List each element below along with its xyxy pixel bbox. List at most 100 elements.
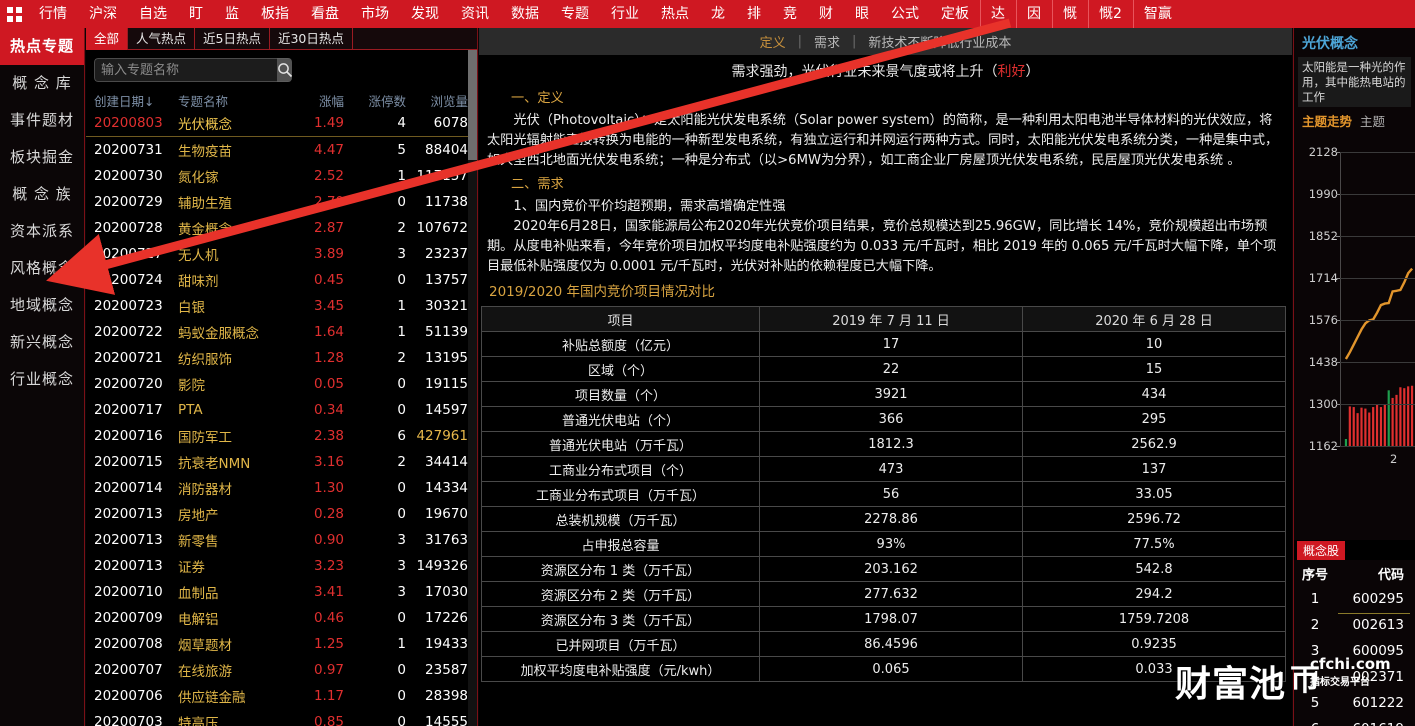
app-grid-icon[interactable] <box>0 0 28 28</box>
cell-limit-up-count: 3 <box>397 532 406 548</box>
sidebar-item-9[interactable]: 行业概念 <box>9 370 74 388</box>
sidebar-item-0[interactable]: 热点专题 <box>0 28 84 65</box>
cell-views: 51139 <box>425 324 468 340</box>
sidebar-item-7[interactable]: 地域概念 <box>9 296 74 314</box>
table-row[interactable]: 20200731 生物疫苗 4.47 5 88404 <box>86 137 477 163</box>
nav-item-25[interactable]: 智赢 <box>1133 0 1183 28</box>
nav-item-3[interactable]: 盯 <box>189 6 203 22</box>
cell-topic-name: 抗衰老NMN <box>178 456 251 472</box>
nav-item-19[interactable]: 公式 <box>891 6 919 22</box>
sidebar-item-3[interactable]: 板块掘金 <box>9 148 74 166</box>
search-icon[interactable] <box>277 58 292 82</box>
topic-tab-3[interactable]: 近30日热点 <box>270 28 353 50</box>
cell-views: 88404 <box>425 142 468 158</box>
table-row[interactable]: 20200714 消防器材 1.30 0 14334 <box>86 475 477 501</box>
table-row[interactable]: 20200706 供应链金融 1.17 0 28398 <box>86 683 477 709</box>
table-row[interactable]: 20200710 血制品 3.41 3 17030 <box>86 579 477 605</box>
table-row[interactable]: 20200722 蚂蚁金服概念 1.64 1 51139 <box>86 319 477 345</box>
stock-row[interactable]: 3 600095 <box>1294 638 1415 664</box>
stock-row[interactable]: 1 600295 <box>1294 586 1415 612</box>
sidebar-item-4[interactable]: 概 念 族 <box>12 185 72 203</box>
sidebar-item-1[interactable]: 概 念 库 <box>12 74 72 92</box>
chart-x-tick-label: 2 <box>1390 452 1398 466</box>
stock-row[interactable]: 4 002371 <box>1294 664 1415 690</box>
nav-item-0[interactable]: 行情 <box>39 6 67 22</box>
col-change[interactable]: 涨幅 <box>318 93 344 109</box>
table-row[interactable]: 20200715 抗衰老NMN 3.16 2 34414 <box>86 449 477 475</box>
topic-tab-2[interactable]: 近5日热点 <box>195 28 270 50</box>
cell-limit-up-count: 0 <box>397 662 406 678</box>
nav-item-8[interactable]: 发现 <box>411 6 439 22</box>
concept-stocks-badge[interactable]: 概念股 <box>1297 540 1346 560</box>
table-row[interactable]: 20200723 白银 3.45 1 30321 <box>86 293 477 319</box>
nav-item-9[interactable]: 资讯 <box>461 6 489 22</box>
nav-item-15[interactable]: 排 <box>747 6 761 22</box>
nav-item-21[interactable]: 达 <box>980 0 1016 28</box>
table-row[interactable]: 20200707 在线旅游 0.97 0 23587 <box>86 657 477 683</box>
subtab-1[interactable]: 需求 <box>813 36 840 51</box>
sidebar-item-2[interactable]: 事件题材 <box>9 111 74 129</box>
col-stock-code[interactable]: 代码 <box>1377 568 1404 583</box>
table-row[interactable]: 20200728 黄金概念 2.87 2 107672 <box>86 215 477 241</box>
nav-item-10[interactable]: 数据 <box>511 6 539 22</box>
list-scrollbar-thumb[interactable] <box>468 50 477 160</box>
stock-row[interactable]: 5 601222 <box>1294 690 1415 716</box>
col-topic-name[interactable]: 专题名称 <box>178 93 229 109</box>
table-row[interactable]: 20200730 氮化镓 2.52 1 117157 <box>86 163 477 189</box>
comparison-row-value-1: 17 <box>759 331 1023 357</box>
nav-item-5[interactable]: 板指 <box>261 6 289 22</box>
topic-tab-0[interactable]: 全部 <box>86 28 129 50</box>
sidebar-item-6[interactable]: 风格概念 <box>9 259 74 277</box>
nav-item-2[interactable]: 自选 <box>139 6 167 22</box>
subtab-0[interactable]: 定义 <box>759 36 786 51</box>
list-scrollbar[interactable] <box>468 50 477 726</box>
cell-create-date: 20200724 <box>94 272 163 288</box>
nav-item-14[interactable]: 龙 <box>711 6 725 22</box>
col-limit-up-count[interactable]: 涨停数 <box>368 93 406 109</box>
search-input[interactable] <box>94 58 277 82</box>
sidebar-item-8[interactable]: 新兴概念 <box>9 333 74 351</box>
table-row[interactable]: 20200703 特高压 0.85 0 14555 <box>86 709 477 726</box>
nav-item-11[interactable]: 专题 <box>561 6 589 22</box>
nav-item-18[interactable]: 眼 <box>855 6 869 22</box>
nav-item-12[interactable]: 行业 <box>611 6 639 22</box>
col-stock-no[interactable]: 序号 <box>1301 568 1328 583</box>
table-row[interactable]: 20200713 房地产 0.28 0 19670 <box>86 501 477 527</box>
chart-gridline-0 <box>1340 152 1415 153</box>
nav-item-23[interactable]: 慨 <box>1052 0 1088 28</box>
stock-row[interactable]: 2 002613 <box>1294 612 1415 638</box>
table-row[interactable]: 20200727 无人机 3.89 3 23237 <box>86 241 477 267</box>
table-row[interactable]: 20200717 PTA 0.34 0 14597 <box>86 397 477 423</box>
table-row[interactable]: 20200709 电解铝 0.46 0 17226 <box>86 605 477 631</box>
col-create-date[interactable]: 创建日期↓ <box>94 93 155 109</box>
nav-item-17[interactable]: 财 <box>819 6 833 22</box>
table-row[interactable]: 20200729 辅助生殖 2.70 0 11738 <box>86 189 477 215</box>
table-row[interactable]: 20200720 影院 0.05 0 19115 <box>86 371 477 397</box>
table-row[interactable]: 20200713 证券 3.23 3 149326 <box>86 553 477 579</box>
concept-tab-0[interactable]: 主题走势 <box>1302 114 1353 129</box>
nav-item-13[interactable]: 热点 <box>661 6 689 22</box>
nav-item-4[interactable]: 监 <box>225 6 239 22</box>
table-row[interactable]: 20200724 甜味剂 0.45 0 13757 <box>86 267 477 293</box>
cell-create-date: 20200713 <box>94 558 163 574</box>
cell-limit-up-count: 0 <box>397 480 406 496</box>
stock-row[interactable]: 6601619 <box>1294 716 1415 726</box>
sidebar-item-5[interactable]: 资本派系 <box>9 222 74 240</box>
table-row[interactable]: 20200713 新零售 0.90 3 31763 <box>86 527 477 553</box>
nav-item-7[interactable]: 市场 <box>361 6 389 22</box>
topic-tab-1[interactable]: 人气热点 <box>128 28 196 50</box>
table-row[interactable]: 20200708 烟草题材 1.25 1 19433 <box>86 631 477 657</box>
concept-tab-1[interactable]: 主题 <box>1360 114 1386 129</box>
nav-item-1[interactable]: 沪深 <box>89 6 117 22</box>
nav-item-22[interactable]: 因 <box>1016 0 1052 28</box>
table-row[interactable]: 20200716 国防军工 2.38 6 427961 <box>86 423 477 449</box>
nav-item-20[interactable]: 定板 <box>941 6 969 22</box>
nav-item-24[interactable]: 慨2 <box>1088 0 1133 28</box>
nav-item-16[interactable]: 竞 <box>783 6 797 22</box>
col-views[interactable]: 浏览量 <box>430 93 468 109</box>
comparison-row-value-1: 86.4596 <box>759 631 1023 657</box>
nav-item-6[interactable]: 看盘 <box>311 6 339 22</box>
table-row[interactable]: 20200803 光伏概念 1.49 4 6078 <box>86 110 477 136</box>
table-row[interactable]: 20200721 纺织服饰 1.28 2 13195 <box>86 345 477 371</box>
subtab-2[interactable]: 新技术不断降低行业成本 <box>868 36 1012 51</box>
